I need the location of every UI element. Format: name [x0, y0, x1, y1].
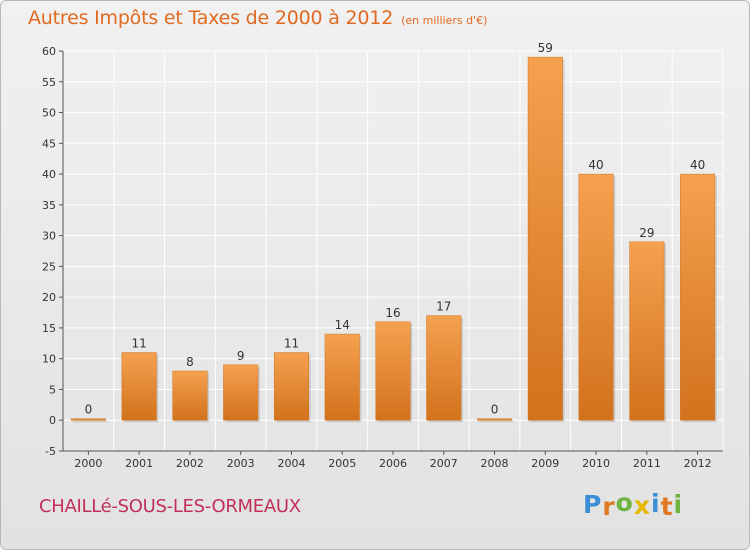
bar-2012	[680, 173, 716, 421]
data-label: 11	[284, 337, 299, 351]
y-tick-label: 5	[49, 383, 56, 396]
logo-letter: i	[673, 490, 684, 519]
x-tick-label: 2011	[633, 457, 661, 470]
bar-2009	[527, 56, 563, 421]
bar-2004	[273, 352, 309, 421]
bar-2006	[375, 321, 411, 421]
y-tick-label: 40	[42, 168, 56, 181]
x-tick-label: 2012	[684, 457, 712, 470]
y-tick-label: 50	[42, 107, 56, 120]
x-tick-label: 2009	[531, 457, 559, 470]
chart-title: Autres Impôts et Taxes de 2000 à 2012	[28, 7, 394, 29]
y-tick-label: 35	[42, 199, 56, 212]
bar-shadow	[73, 420, 108, 423]
logo-letter: i	[651, 489, 661, 518]
axis-layer: -5 0 5 10 15 20 25 30 35 40 45 50 55 60 2000 2001 2002 20…	[42, 45, 723, 470]
bar-2011	[629, 241, 665, 421]
y-tick-label: 0	[49, 414, 56, 427]
y-tick-label: 10	[42, 353, 56, 366]
y-tick-label: 25	[42, 260, 56, 273]
logo-letter: x	[633, 491, 651, 520]
bar-2005	[324, 333, 360, 421]
logo-letter: o	[615, 488, 634, 517]
logo-letter: P	[583, 490, 603, 519]
x-tick-label: 2002	[176, 457, 204, 470]
commune-name: CHAILLé-SOUS-LES-ORMEAUX	[39, 496, 301, 517]
proxiti-logo: Proxiti	[583, 488, 684, 521]
y-tick-label: 30	[42, 230, 56, 243]
y-tick-label: 60	[42, 45, 56, 58]
data-label: 0	[85, 403, 93, 417]
data-label: 0	[491, 403, 499, 417]
x-tick-label: 2003	[227, 457, 255, 470]
chart-unit: (en milliers d'€)	[401, 14, 488, 27]
data-label: 17	[436, 300, 451, 314]
title-row: Autres Impôts et Taxes de 2000 à 2012 (en…	[28, 7, 487, 29]
bar-2010	[578, 173, 614, 421]
y-tick-label: 55	[42, 76, 56, 89]
data-label: 16	[385, 306, 400, 320]
y-tick-label: -5	[45, 445, 56, 458]
x-tick-label: 2001	[125, 457, 153, 470]
x-tick-label: 2000	[74, 457, 102, 470]
bar-2007	[426, 315, 462, 421]
x-tick-label: 2010	[582, 457, 610, 470]
data-label: 14	[335, 318, 350, 332]
x-tick-label: 2004	[277, 457, 305, 470]
bar-2002	[172, 370, 208, 421]
y-tick-label: 20	[42, 291, 56, 304]
data-label: 40	[690, 158, 705, 172]
y-tick-label: 45	[42, 137, 56, 150]
data-label: 29	[639, 226, 654, 240]
bar-2001	[121, 352, 157, 421]
data-label: 40	[588, 158, 603, 172]
bar-shadow	[479, 420, 514, 423]
x-tick-label: 2007	[430, 457, 458, 470]
x-tick-label: 2006	[379, 457, 407, 470]
data-label: 9	[237, 349, 245, 363]
y-tick-label: 15	[42, 322, 56, 335]
data-label: 11	[132, 337, 147, 351]
data-labels-layer: 0 11 8 9 11 14 16 17 0 59 40 29 40	[85, 41, 706, 417]
bar-2008	[477, 418, 513, 421]
bar-2003	[223, 364, 259, 421]
data-label: 8	[186, 355, 194, 369]
x-tick-label: 2008	[481, 457, 509, 470]
bar-2000	[70, 418, 106, 421]
x-tick-label: 2005	[328, 457, 356, 470]
logo-letter: r	[602, 492, 616, 521]
logo-letter: t	[660, 492, 674, 521]
bars-layer	[70, 56, 717, 423]
data-label: 59	[538, 41, 553, 55]
